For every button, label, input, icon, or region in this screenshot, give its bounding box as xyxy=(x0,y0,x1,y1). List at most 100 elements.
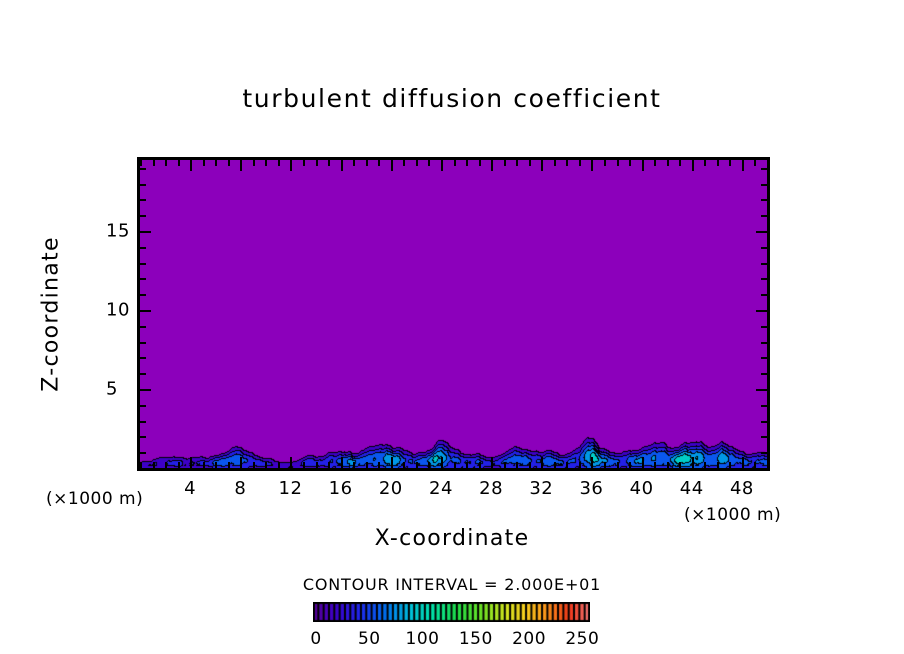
colorbar-tick-label: 250 xyxy=(565,629,600,649)
y-tick xyxy=(140,389,151,392)
y-tick-right xyxy=(761,357,767,360)
y-tick xyxy=(140,167,146,170)
y-tick xyxy=(140,373,146,376)
x-tick xyxy=(202,462,205,468)
y-tick xyxy=(140,325,146,328)
y-tick-right xyxy=(761,278,767,281)
x-tick xyxy=(390,457,393,468)
x-tick xyxy=(666,462,669,468)
x-tick-top xyxy=(428,160,431,166)
x-tick-top xyxy=(566,160,569,166)
page-title: turbulent diffusion coefficient xyxy=(242,84,662,113)
y-tick xyxy=(140,404,146,407)
y-axis-title: Z-coordinate xyxy=(38,236,64,392)
x-tick-top xyxy=(491,160,494,171)
x-tick-top xyxy=(541,160,544,171)
x-tick-label: 48 xyxy=(729,478,754,499)
x-tick-top xyxy=(303,160,306,166)
x-tick xyxy=(215,462,218,468)
x-tick-top xyxy=(729,160,732,166)
x-tick xyxy=(553,462,556,468)
y-tick-right xyxy=(761,215,767,218)
x-tick-top xyxy=(641,160,644,171)
y-tick-right xyxy=(761,373,767,376)
x-tick-top xyxy=(528,160,531,166)
x-tick xyxy=(353,462,356,468)
x-tick-top xyxy=(466,160,469,166)
x-tick-label: 28 xyxy=(479,478,504,499)
x-tick-label: 20 xyxy=(378,478,403,499)
x-tick-label: 24 xyxy=(429,478,453,499)
x-tick-top xyxy=(679,160,682,166)
colorbar-tick-label: 100 xyxy=(405,629,440,649)
x-axis-units: (×1000 m) xyxy=(684,505,782,525)
y-tick-right xyxy=(761,341,767,344)
x-tick-top xyxy=(503,160,506,166)
x-tick-top xyxy=(741,160,744,171)
y-tick-label: 15 xyxy=(106,220,130,242)
y-tick xyxy=(140,468,146,470)
x-tick xyxy=(290,457,293,468)
x-tick-top xyxy=(616,160,619,166)
x-tick-top xyxy=(654,160,657,166)
x-tick-top xyxy=(691,160,694,171)
x-tick-top xyxy=(277,160,280,166)
x-tick-top xyxy=(177,160,180,166)
x-tick-top xyxy=(152,160,155,166)
x-tick xyxy=(453,462,456,468)
x-tick-top xyxy=(202,160,205,166)
x-tick-top xyxy=(215,160,218,166)
x-tick xyxy=(603,462,606,468)
y-tick xyxy=(140,341,146,344)
y-tick xyxy=(140,246,146,249)
x-tick-top xyxy=(767,160,769,166)
y-tick xyxy=(140,310,151,313)
x-tick xyxy=(566,462,569,468)
y-tick-right xyxy=(761,199,767,202)
y-tick-right xyxy=(756,310,767,313)
x-tick-label: 16 xyxy=(328,478,353,499)
x-tick xyxy=(428,462,431,468)
x-tick xyxy=(140,462,142,468)
x-tick xyxy=(629,462,632,468)
x-tick-top xyxy=(603,160,606,166)
y-tick-right xyxy=(761,262,767,265)
colorbar-tick-label: 50 xyxy=(357,629,381,649)
x-tick xyxy=(252,462,255,468)
y-tick-right xyxy=(761,294,767,297)
x-tick-top xyxy=(516,160,519,166)
x-tick xyxy=(227,462,230,468)
x-tick xyxy=(190,457,193,468)
x-tick-top xyxy=(240,160,243,171)
x-tick xyxy=(265,462,268,468)
x-tick xyxy=(277,462,280,468)
y-tick-label: 10 xyxy=(106,299,130,321)
x-tick xyxy=(754,462,757,468)
y-tick-right xyxy=(756,231,767,234)
x-tick xyxy=(152,462,155,468)
x-tick xyxy=(340,457,343,468)
x-tick xyxy=(516,462,519,468)
x-tick xyxy=(578,462,581,468)
x-tick-top xyxy=(315,160,318,166)
y-tick xyxy=(140,199,146,202)
y-tick xyxy=(140,231,151,234)
x-tick-top xyxy=(666,160,669,166)
x-tick xyxy=(165,462,168,468)
x-tick-label: 8 xyxy=(234,478,247,499)
contour-plot-area xyxy=(137,157,770,471)
x-tick-top xyxy=(578,160,581,166)
x-tick-top xyxy=(591,160,594,171)
x-tick-top xyxy=(716,160,719,166)
x-tick xyxy=(654,462,657,468)
x-tick-top xyxy=(227,160,230,166)
x-tick xyxy=(704,462,707,468)
x-tick xyxy=(415,462,418,468)
x-tick xyxy=(403,462,406,468)
x-tick-top xyxy=(453,160,456,166)
x-tick-top xyxy=(478,160,481,166)
colorbar xyxy=(313,602,590,622)
x-tick-top xyxy=(378,160,381,166)
x-tick-top xyxy=(704,160,707,166)
x-tick-top xyxy=(365,160,368,166)
